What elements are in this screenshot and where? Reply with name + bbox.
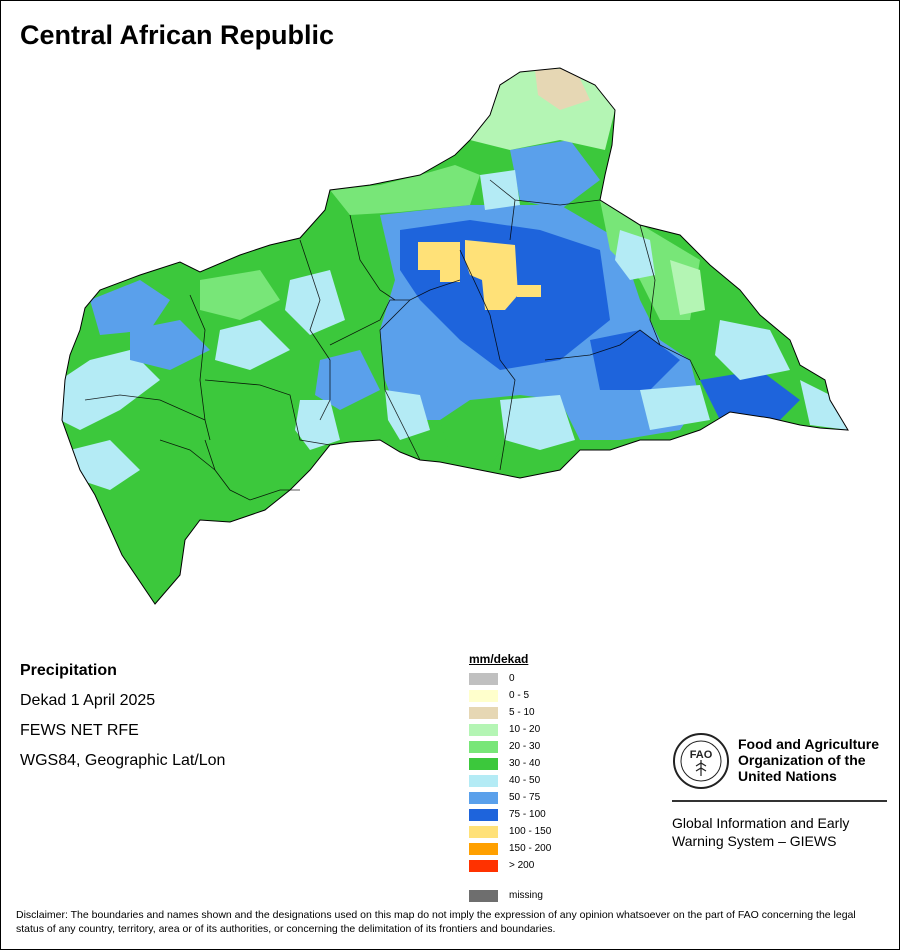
- info-projection: WGS84, Geographic Lat/Lon: [20, 752, 226, 769]
- precipitation-map: [61, 67, 849, 605]
- legend-swatch: [469, 791, 498, 804]
- legend-item: 100 - 150: [469, 823, 551, 840]
- legend-swatch: [469, 706, 498, 719]
- legend-item: 5 - 10: [469, 704, 551, 721]
- legend-swatch: [469, 842, 498, 855]
- legend-label: 5 - 10: [509, 707, 535, 718]
- legend-swatch: [469, 889, 498, 902]
- legend-swatch: [469, 774, 498, 787]
- legend-label: 0 - 5: [509, 690, 530, 701]
- legend-item: 0 - 5: [469, 687, 551, 704]
- fao-logo-icon: FAO: [673, 733, 729, 789]
- legend-label: > 200: [509, 860, 535, 871]
- legend-item: 40 - 50: [469, 772, 551, 789]
- legend-swatch: [469, 825, 498, 838]
- legend-item-missing: missing: [469, 887, 551, 904]
- legend: mm/dekad 0 0 - 5 5 - 10 10 - 20 20 - 30 30 - …: [469, 652, 551, 904]
- map-title: Central African Republic: [20, 20, 335, 50]
- legend-label: 100 - 150: [509, 826, 552, 837]
- fao-divider: [672, 800, 887, 802]
- giews-name: Global Information and Early Warning Sys…: [672, 815, 850, 849]
- legend-item: 150 - 200: [469, 840, 551, 857]
- legend-item: 0: [469, 670, 551, 687]
- info-source: FEWS NET RFE: [20, 722, 139, 739]
- legend-title: mm/dekad: [469, 652, 529, 666]
- fao-org-name: Food and Agriculture Organization of the…: [738, 736, 880, 784]
- legend-label: 40 - 50: [509, 775, 541, 786]
- legend-swatch: [469, 740, 498, 753]
- legend-item: 30 - 40: [469, 755, 551, 772]
- legend-swatch: [469, 689, 498, 702]
- legend-label: 75 - 100: [509, 809, 546, 820]
- legend-swatch: [469, 808, 498, 821]
- info-heading: Precipitation: [20, 662, 117, 679]
- legend-item: 20 - 30: [469, 738, 551, 755]
- legend-label: 0: [509, 673, 515, 684]
- legend-swatch: [469, 859, 498, 872]
- svg-text:FAO: FAO: [690, 749, 713, 761]
- map-info: Precipitation Dekad 1 April 2025 FEWS NE…: [20, 656, 225, 776]
- legend-swatch: [469, 723, 498, 736]
- legend-item: > 200: [469, 857, 551, 874]
- legend-item: 50 - 75: [469, 789, 551, 806]
- legend-swatch: [469, 672, 498, 685]
- legend-item: 75 - 100: [469, 806, 551, 823]
- legend-label: 10 - 20: [509, 724, 541, 735]
- legend-label: 30 - 40: [509, 758, 541, 769]
- legend-swatch: [469, 757, 498, 770]
- legend-label: 50 - 75: [509, 792, 541, 803]
- legend-label: 150 - 200: [509, 843, 552, 854]
- disclaimer: Disclaimer: The boundaries and names sho…: [16, 909, 856, 935]
- info-period: Dekad 1 April 2025: [20, 692, 156, 709]
- legend-label: 20 - 30: [509, 741, 541, 752]
- legend-item: 10 - 20: [469, 721, 551, 738]
- legend-label: missing: [509, 890, 543, 901]
